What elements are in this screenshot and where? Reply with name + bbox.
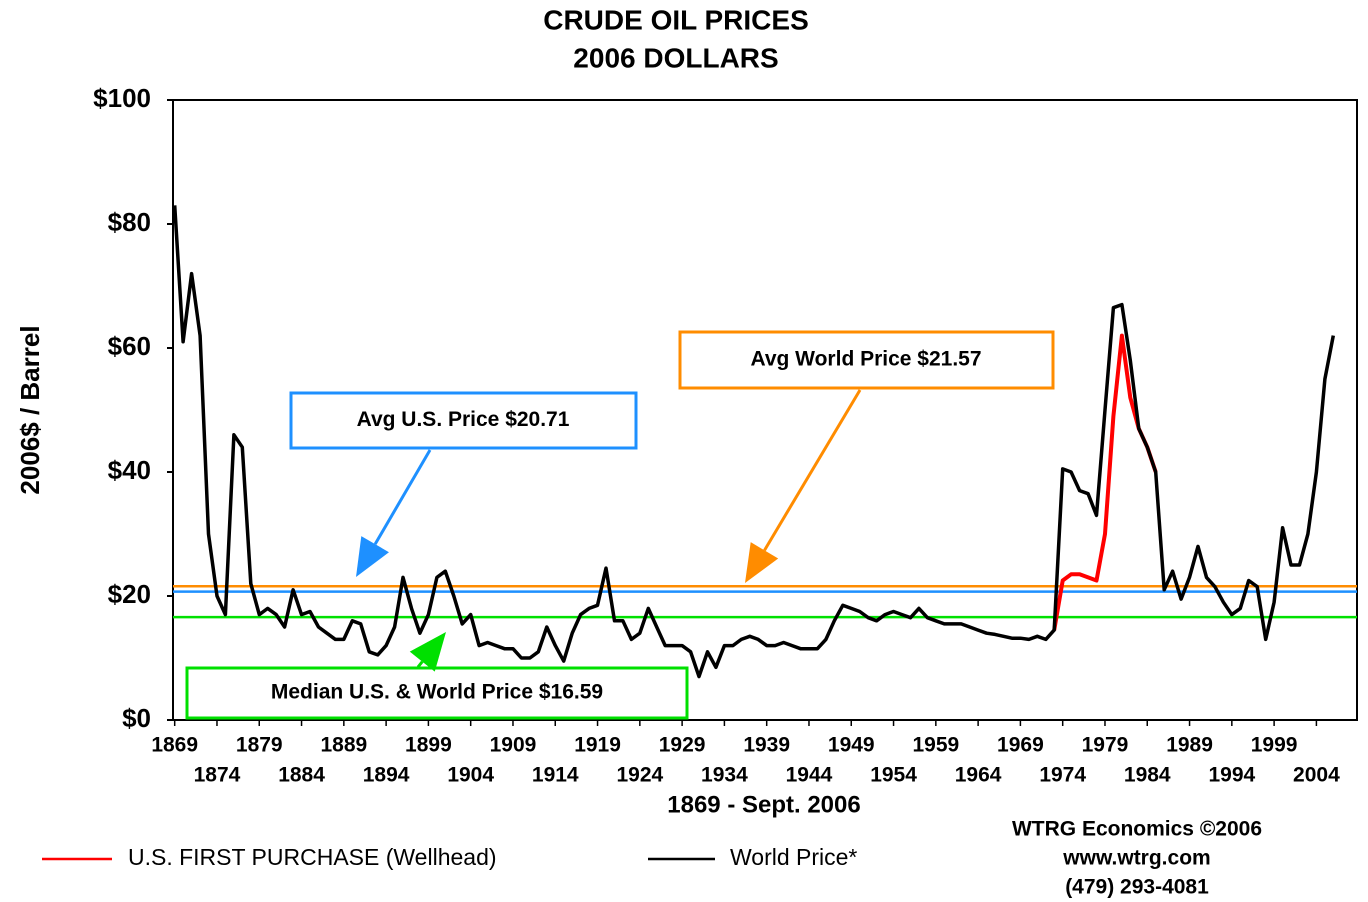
chart-subtitle: 2006 DOLLARS [573,42,778,73]
y-tick-label: $60 [108,331,151,361]
x-tick-label: 1949 [828,734,875,757]
x-tick-label: 1934 [701,764,748,787]
annotation-arrow [373,449,432,545]
x-tick-label: 1869 [151,734,198,757]
x-tick-label: 1979 [1082,734,1129,757]
x-tick-label: 1944 [786,764,833,787]
arrow-head [409,632,446,672]
legend-label: World Price* [730,844,857,870]
x-tick-label: 1974 [1039,764,1086,787]
arrow-head [745,542,779,583]
plot-frame [172,99,1358,721]
annotation-text: Median U.S. & World Price $16.59 [271,681,603,704]
x-tick-label: 1999 [1251,734,1298,757]
x-tick-label: 1889 [320,734,367,757]
x-tick-label: 1959 [912,734,959,757]
x-tick-label: 1904 [447,764,494,787]
legend-label: U.S. FIRST PURCHASE (Wellhead) [128,844,497,870]
y-tick-label: $20 [108,579,151,609]
x-tick-label: 1964 [955,764,1002,787]
x-tick-label: 1939 [743,734,790,757]
annotation-box [185,666,689,720]
annotation-arrow [416,660,424,668]
x-tick-label: 1894 [363,764,410,787]
x-tick-label: 1909 [490,734,537,757]
chart-title: CRUDE OIL PRICES [543,4,809,35]
annotation-box [289,391,638,450]
source-line: (479) 293-4081 [1065,876,1209,899]
x-tick-label: 1929 [659,734,706,757]
x-tick-label: 1879 [236,734,283,757]
x-tick-label: 1914 [532,764,579,787]
x-tick-label: 2004 [1293,764,1340,787]
y-tick-label: $100 [93,83,151,113]
arrow-head [356,536,389,577]
annotation-arrow [763,389,862,552]
source-line: www.wtrg.com [1062,847,1210,870]
annotation-text: Avg U.S. Price $20.71 [357,408,570,431]
x-tick-label: 1969 [997,734,1044,757]
series-line [172,205,1336,679]
x-tick-label: 1899 [405,734,452,757]
x-tick-label: 1984 [1124,764,1171,787]
x-tick-label: 1874 [194,764,241,787]
x-tick-label: 1989 [1166,734,1213,757]
x-tick-label: 1924 [616,764,663,787]
y-tick-label: $40 [108,455,151,485]
x-tick-label: 1954 [870,764,917,787]
y-tick-label: $80 [108,207,151,237]
source-line: WTRG Economics ©2006 [1012,818,1262,841]
x-axis-label: 1869 - Sept. 2006 [667,791,860,818]
annotation-text: Avg World Price $21.57 [750,348,981,371]
annotation-box [678,330,1055,390]
y-tick-label: $0 [122,703,151,733]
x-tick-label: 1994 [1208,764,1255,787]
y-axis-label: 2006$ / Barrel [15,325,45,494]
x-tick-label: 1884 [278,764,325,787]
x-tick-label: 1919 [574,734,621,757]
